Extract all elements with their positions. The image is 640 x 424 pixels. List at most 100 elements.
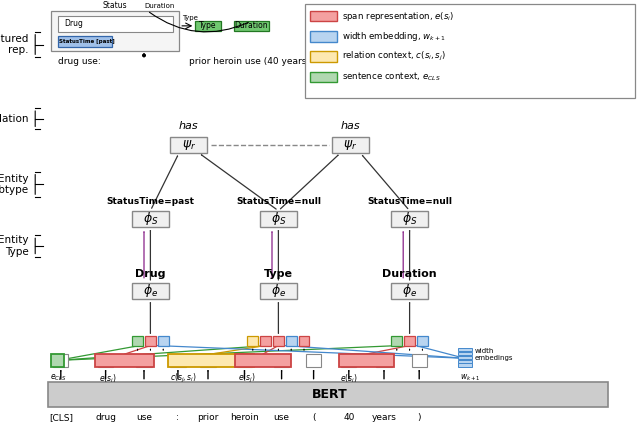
Bar bbox=[306, 354, 321, 367]
Bar bbox=[310, 51, 337, 62]
Text: Structured
rep.: Structured rep. bbox=[0, 34, 29, 55]
Bar bbox=[195, 21, 221, 31]
Bar bbox=[132, 336, 143, 346]
Text: $e(s_i)$: $e(s_i)$ bbox=[340, 372, 358, 385]
Text: $\phi_S$: $\phi_S$ bbox=[143, 210, 158, 227]
Bar bbox=[200, 354, 216, 367]
Text: $w_{k+1}$: $w_{k+1}$ bbox=[460, 372, 480, 383]
Bar bbox=[412, 354, 427, 367]
Text: $\psi_r$: $\psi_r$ bbox=[343, 137, 358, 152]
Bar bbox=[458, 352, 472, 355]
Text: sentence context, $e_{CLS}$: sentence context, $e_{CLS}$ bbox=[342, 71, 441, 84]
Text: Type: Type bbox=[264, 268, 293, 279]
Text: span representation, $e(s_i)$: span representation, $e(s_i)$ bbox=[342, 10, 454, 22]
Text: drug use:: drug use: bbox=[58, 57, 100, 66]
Bar bbox=[274, 354, 289, 367]
Text: use: use bbox=[274, 413, 290, 422]
Bar bbox=[310, 11, 337, 21]
Text: ): ) bbox=[417, 413, 421, 422]
Text: $\phi_e$: $\phi_e$ bbox=[402, 282, 417, 299]
Bar bbox=[339, 354, 394, 367]
Bar bbox=[260, 336, 271, 346]
Bar bbox=[260, 283, 297, 299]
Bar bbox=[332, 137, 369, 153]
Text: Duration: Duration bbox=[145, 3, 175, 9]
Bar bbox=[237, 354, 252, 367]
Text: StatusTime=past: StatusTime=past bbox=[106, 197, 195, 206]
Text: [CLS]: [CLS] bbox=[49, 413, 73, 422]
Text: $e_{CLS}$: $e_{CLS}$ bbox=[50, 372, 67, 383]
Text: use: use bbox=[136, 413, 152, 422]
Text: StatusTime=null: StatusTime=null bbox=[367, 197, 452, 206]
Text: $c(s_j, s_i)$: $c(s_j, s_i)$ bbox=[170, 372, 196, 385]
Bar bbox=[170, 137, 207, 153]
Bar bbox=[136, 354, 152, 367]
Text: Type: Type bbox=[199, 21, 217, 31]
Text: $\psi_r$: $\psi_r$ bbox=[182, 137, 196, 152]
Bar bbox=[132, 211, 169, 227]
Text: Duration: Duration bbox=[382, 268, 437, 279]
Bar bbox=[391, 283, 428, 299]
Text: (: ( bbox=[312, 413, 316, 422]
Bar bbox=[145, 336, 156, 346]
Bar bbox=[234, 21, 269, 31]
Bar bbox=[260, 211, 297, 227]
Text: width embedding, $w_{k+1}$: width embedding, $w_{k+1}$ bbox=[342, 30, 447, 43]
Bar bbox=[51, 11, 179, 51]
Text: has: has bbox=[340, 121, 360, 131]
Bar bbox=[298, 336, 310, 346]
Bar bbox=[417, 336, 428, 346]
Text: $e(s_j)$: $e(s_j)$ bbox=[238, 372, 256, 385]
Text: StatusTime=null: StatusTime=null bbox=[236, 197, 321, 206]
Bar bbox=[310, 31, 337, 42]
Text: years: years bbox=[372, 413, 396, 422]
Bar bbox=[458, 363, 472, 367]
Text: heroin: heroin bbox=[230, 413, 259, 422]
Text: prior heroin use (40 years): prior heroin use (40 years) bbox=[189, 57, 310, 66]
Bar bbox=[392, 336, 403, 346]
Bar bbox=[168, 354, 254, 367]
Bar bbox=[305, 4, 635, 98]
Bar bbox=[58, 16, 173, 32]
Text: StatusTime [past]: StatusTime [past] bbox=[58, 39, 115, 44]
Bar bbox=[98, 354, 113, 367]
Bar bbox=[404, 336, 415, 346]
Text: Entity
Type: Entity Type bbox=[0, 235, 29, 257]
Text: Drug: Drug bbox=[64, 19, 83, 28]
Text: $\phi_e$: $\phi_e$ bbox=[143, 282, 158, 299]
Bar bbox=[341, 354, 356, 367]
Text: $\phi_S$: $\phi_S$ bbox=[402, 210, 417, 227]
Text: has: has bbox=[179, 121, 198, 131]
Text: 40: 40 bbox=[343, 413, 355, 422]
Bar bbox=[53, 354, 68, 367]
Text: :: : bbox=[177, 413, 179, 422]
Text: relation context, $c(s_i, s_j)$: relation context, $c(s_i, s_j)$ bbox=[342, 50, 446, 63]
Bar bbox=[48, 382, 608, 407]
Bar bbox=[310, 72, 337, 82]
Text: Duration: Duration bbox=[234, 21, 268, 31]
Bar bbox=[458, 360, 472, 363]
Text: Drug: Drug bbox=[135, 268, 166, 279]
Bar bbox=[273, 336, 284, 346]
Text: Status: Status bbox=[103, 1, 127, 10]
Bar bbox=[391, 211, 428, 227]
Bar bbox=[458, 356, 472, 359]
Bar bbox=[458, 348, 472, 351]
Bar bbox=[285, 336, 297, 346]
Text: $\phi_e$: $\phi_e$ bbox=[271, 282, 286, 299]
Text: width
embedings: width embedings bbox=[474, 348, 513, 360]
Bar bbox=[376, 354, 392, 367]
Text: drug: drug bbox=[95, 413, 116, 422]
Bar bbox=[58, 36, 112, 47]
Text: $\phi_S$: $\phi_S$ bbox=[271, 210, 286, 227]
Bar bbox=[235, 354, 291, 367]
Text: Relation: Relation bbox=[0, 114, 29, 124]
Text: prior: prior bbox=[197, 413, 219, 422]
Bar bbox=[51, 354, 64, 367]
Text: BERT: BERT bbox=[312, 388, 348, 401]
Text: Type: Type bbox=[182, 15, 198, 21]
Text: $e(s_i)$: $e(s_i)$ bbox=[99, 372, 116, 385]
Bar bbox=[170, 354, 186, 367]
Text: Entity
Subtype: Entity Subtype bbox=[0, 174, 29, 195]
Bar bbox=[95, 354, 154, 367]
